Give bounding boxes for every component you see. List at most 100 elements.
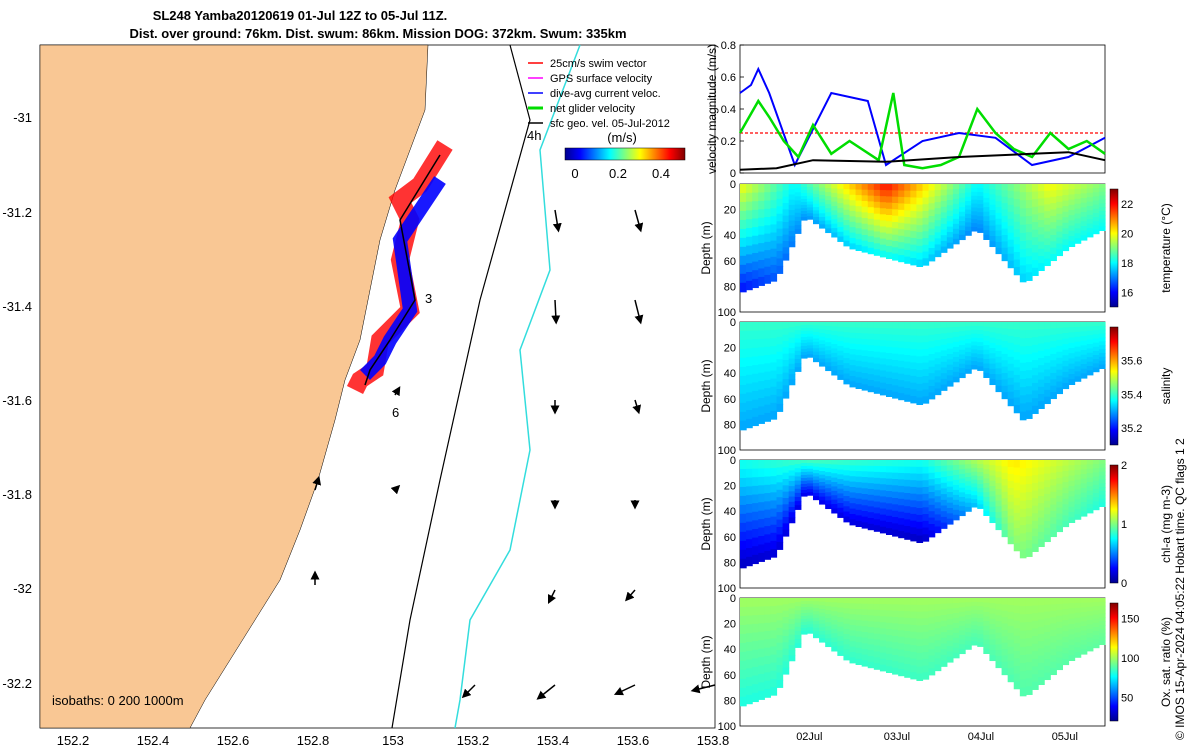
heatmap-cell xyxy=(740,357,747,368)
heatmap-cell xyxy=(971,345,978,350)
heatmap-cell xyxy=(1086,460,1094,465)
heatmap-cell xyxy=(928,347,936,355)
heatmap-cell xyxy=(788,322,796,328)
heatmap-cell xyxy=(977,468,984,473)
heatmap-cell xyxy=(831,188,838,194)
heatmap-cell xyxy=(1019,379,1027,388)
heatmap-cell xyxy=(825,188,832,193)
heatmap-cell xyxy=(1068,486,1076,492)
heatmap-cell xyxy=(1013,229,1021,238)
heatmap-cell xyxy=(740,339,747,350)
heatmap-cell xyxy=(1032,267,1039,276)
heatmap-cell xyxy=(940,201,948,208)
heatmap-cell xyxy=(758,398,765,408)
heatmap-cell xyxy=(983,211,991,217)
heatmap-cell xyxy=(1074,504,1082,510)
heatmap-cell xyxy=(965,196,972,202)
heatmap-cell xyxy=(1074,460,1082,466)
heatmap-cell xyxy=(989,348,997,354)
heatmap-cell xyxy=(916,397,924,405)
heatmap-cell xyxy=(813,335,820,340)
heatmap-cell xyxy=(831,330,838,336)
heatmap-cell xyxy=(989,332,997,339)
heatmap-cell xyxy=(934,514,942,522)
heatmap-cell xyxy=(758,389,765,399)
heatmap-cell xyxy=(922,645,930,653)
heatmap-cell xyxy=(1044,342,1051,350)
heatmap-cell xyxy=(946,194,954,201)
heatmap-cell xyxy=(1092,622,1100,628)
heatmap-cell xyxy=(843,485,851,492)
heatmap-cell xyxy=(873,195,881,203)
heatmap-cell xyxy=(879,388,887,396)
heatmap-cell xyxy=(837,345,845,352)
heatmap-cell xyxy=(995,632,1003,640)
heatmap-cell xyxy=(1092,359,1100,364)
heatmap-cell xyxy=(879,484,887,491)
heatmap-cell xyxy=(867,327,875,335)
heatmap-cell xyxy=(1038,263,1045,271)
heatmap-cell xyxy=(1074,366,1082,372)
heatmap-cell xyxy=(1092,322,1100,327)
heatmap-cell xyxy=(898,373,905,381)
heatmap-y-tick: 40 xyxy=(724,644,736,656)
heatmap-cell xyxy=(940,229,948,236)
heatmap-cell xyxy=(886,239,893,247)
heatmap-cell xyxy=(1001,623,1009,631)
heatmap-cell xyxy=(873,525,881,532)
heatmap-cell xyxy=(952,652,960,659)
heatmap-cell xyxy=(940,189,948,196)
heatmap-cell xyxy=(1038,670,1045,678)
heatmap-cell xyxy=(910,534,918,542)
heatmap-cell xyxy=(800,193,808,197)
heatmap-cell xyxy=(806,612,814,617)
heatmap-cell xyxy=(1019,322,1027,331)
heatmap-cell xyxy=(952,351,960,358)
heatmap-cell xyxy=(776,403,784,412)
heatmap-cell xyxy=(788,507,796,513)
heatmap-cell xyxy=(1044,211,1051,219)
heatmap-cell xyxy=(1044,460,1051,468)
heatmap-cell xyxy=(746,650,753,661)
heatmap-cell xyxy=(800,346,808,350)
heatmap-cell xyxy=(910,480,918,488)
heatmap-cell xyxy=(898,656,905,664)
heatmap-cell xyxy=(813,496,820,501)
heatmap-cell xyxy=(971,479,978,485)
heatmap-cell xyxy=(1050,190,1057,198)
heatmap-cell xyxy=(764,672,772,682)
heatmap-cell xyxy=(971,467,978,473)
heatmap-cell xyxy=(952,371,960,378)
heatmap-cell xyxy=(965,209,972,215)
heatmap-cell xyxy=(855,239,863,246)
heatmap-cell xyxy=(776,598,784,607)
heatmap-cell xyxy=(1092,505,1100,511)
heatmap-cell xyxy=(928,668,936,676)
heatmap-cell xyxy=(1068,220,1076,227)
heatmap-cell xyxy=(1038,379,1045,388)
heatmap-cell xyxy=(959,625,966,631)
heatmap-cell xyxy=(837,612,845,618)
heatmap-cell xyxy=(946,614,954,620)
heatmap-cell xyxy=(952,642,960,649)
heatmap-cell xyxy=(922,460,930,468)
heatmap-cell xyxy=(855,465,863,472)
heatmap-cell xyxy=(770,370,778,380)
heatmap-cell xyxy=(989,491,997,498)
heatmap-cell xyxy=(1007,218,1015,227)
heatmap-cell xyxy=(1056,519,1064,527)
heatmap-cell xyxy=(898,623,905,631)
heatmap-cell xyxy=(752,347,759,358)
heatmap-cell xyxy=(1056,345,1064,353)
heatmap-cell xyxy=(910,651,918,660)
heatmap-cell xyxy=(794,492,802,498)
heatmap-cell xyxy=(758,347,765,357)
heatmap-cell xyxy=(849,200,857,207)
heatmap-cell xyxy=(825,220,832,225)
heatmap-cell xyxy=(1038,372,1045,381)
heatmap-cell xyxy=(1013,405,1021,414)
heatmap-cell xyxy=(788,475,796,482)
heatmap-cell xyxy=(782,328,790,336)
heatmap-cell xyxy=(1098,498,1106,504)
heatmap-cell xyxy=(1050,228,1057,236)
